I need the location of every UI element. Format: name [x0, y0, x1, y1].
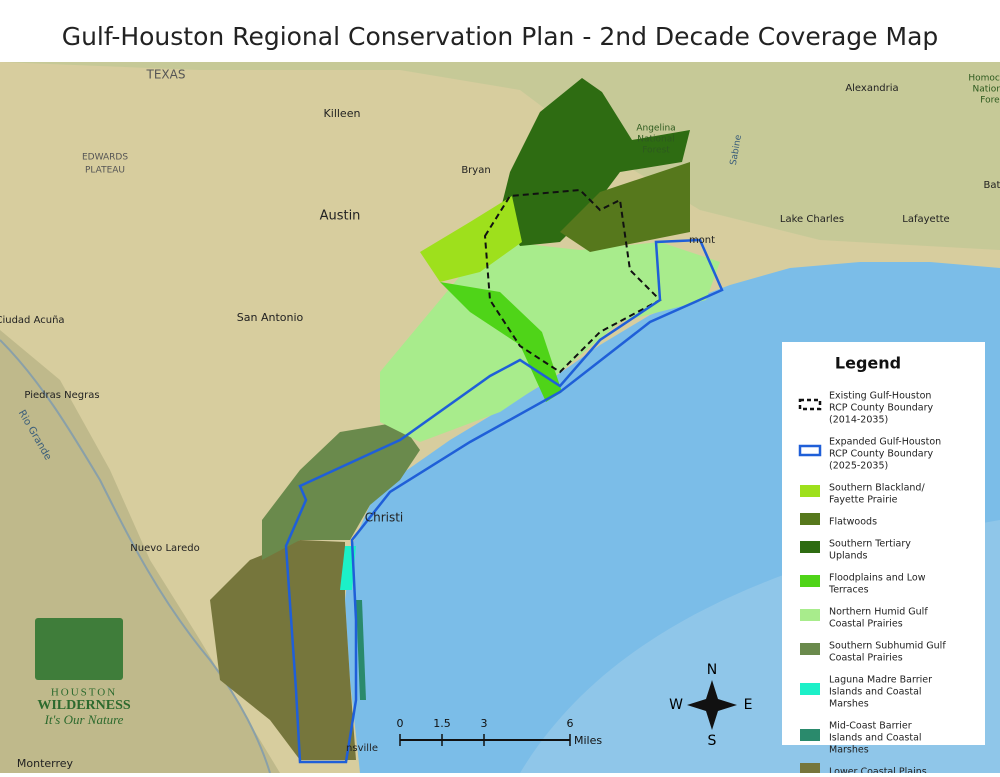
expanded-boundary	[284, 238, 724, 764]
legend-label: Uplands	[829, 551, 867, 562]
place-label: Killeen	[324, 107, 361, 120]
place-label: Christi	[365, 511, 404, 525]
legend-swatch	[800, 609, 820, 621]
legend-label: RCP County Boundary	[829, 403, 933, 414]
legend-swatch	[800, 729, 820, 741]
compass: N E S W	[669, 662, 752, 749]
legend-label: Terraces	[828, 585, 869, 596]
legend-swatch	[798, 444, 822, 457]
land-east	[0, 62, 1000, 250]
legend-swatch	[798, 398, 822, 411]
scale-bar: 0 1.5 3 6 Miles	[397, 717, 603, 747]
place-label: Alexandria	[845, 83, 898, 94]
legend-label: Lower Coastal Plains	[829, 767, 927, 774]
habitat-region	[560, 162, 690, 252]
habitat-region	[356, 600, 366, 700]
legend-label: Fayette Prairie	[829, 495, 898, 506]
scale-label: 6	[567, 717, 574, 730]
place-label: mont	[689, 235, 715, 246]
legend-title: Legend	[835, 354, 901, 373]
legend-label: RCP County Boundary	[829, 449, 933, 460]
place-label: National	[637, 135, 675, 145]
place-label: Nationa	[972, 85, 1000, 95]
title: Gulf-Houston Regional Conservation Plan …	[62, 22, 939, 51]
legend-label: Islands and Coastal	[829, 733, 922, 744]
scale-label: 1.5	[433, 717, 451, 730]
compass-e: E	[744, 697, 753, 713]
legend-label: (2025-2035)	[829, 461, 888, 472]
title-bar	[0, 0, 1000, 62]
logo-line1: HOUSTON	[51, 687, 117, 699]
place-label: Austin	[320, 209, 361, 224]
habitat-region	[440, 282, 562, 402]
logo-mark	[35, 618, 123, 680]
legend-label: Flatwoods	[829, 517, 877, 528]
compass-star	[687, 680, 737, 730]
logo-tagline: It's Our Nature	[44, 712, 124, 727]
logo: HOUSTON WILDERNESS It's Our Nature	[35, 618, 131, 727]
legend-label: Southern Tertiary	[829, 539, 911, 550]
legend-swatch	[800, 513, 820, 525]
legend-label: Southern Blackland/	[829, 483, 925, 494]
legend-label: Northern Humid Gulf	[829, 607, 928, 618]
compass-n: N	[707, 662, 717, 678]
place-label: nsville	[346, 743, 378, 754]
place-label: Fore	[980, 96, 1000, 106]
legend-swatch	[800, 485, 820, 497]
place-label: Homochit	[968, 74, 1000, 84]
compass-w: W	[669, 697, 683, 713]
place-label: EDWARDS	[82, 153, 128, 163]
legend-swatch	[800, 683, 820, 695]
legend-label: (2014-2035)	[829, 415, 888, 426]
rio-grande	[0, 339, 271, 774]
place-label: PLATEAU	[85, 166, 125, 176]
legend-swatch	[800, 763, 820, 775]
legend-label: Floodplains and Low	[829, 573, 926, 584]
place-label: San Antonio	[237, 311, 304, 324]
scale-label: 3	[481, 717, 488, 730]
habitat-region	[262, 422, 420, 560]
legend-label: Coastal Prairies	[829, 653, 903, 664]
habitat-region	[500, 78, 690, 246]
legend-label: Laguna Madre Barrier	[829, 675, 932, 686]
place-label: Angelina	[636, 124, 675, 134]
place-label: Piedras Negras	[24, 390, 99, 401]
place-label: Bat	[984, 180, 1000, 191]
scale-unit: Miles	[574, 734, 602, 747]
legend-label: Islands and Coastal	[829, 687, 922, 698]
legend-label: Southern Subhumid Gulf	[829, 641, 946, 652]
place-label: Nuevo Laredo	[130, 543, 199, 554]
place-label: Forest	[642, 146, 670, 156]
place-label: TEXAS	[146, 68, 186, 82]
existing-boundary	[483, 188, 662, 374]
legend-swatch	[800, 575, 820, 587]
legend-label: Mid-Coast Barrier	[829, 721, 912, 732]
place-label: Lake Charles	[780, 214, 844, 225]
scale-label: 0	[397, 717, 404, 730]
legend-swatch	[800, 643, 820, 655]
compass-s: S	[708, 733, 717, 749]
legend-label: Existing Gulf-Houston	[829, 391, 931, 402]
place-label: Bryan	[461, 165, 490, 176]
place-label: Ciudad Acuña	[0, 315, 65, 326]
legend-label: Coastal Prairies	[829, 619, 903, 630]
logo-line2: WILDERNESS	[37, 698, 131, 713]
legend-label: Expanded Gulf-Houston	[829, 437, 941, 448]
habitat-region	[210, 540, 356, 760]
place-label: Monterrey	[17, 757, 74, 770]
legend-label: Marshes	[829, 745, 869, 756]
legend-label: Marshes	[829, 699, 869, 710]
legend-swatch	[800, 541, 820, 553]
place-label: Lafayette	[902, 214, 949, 225]
